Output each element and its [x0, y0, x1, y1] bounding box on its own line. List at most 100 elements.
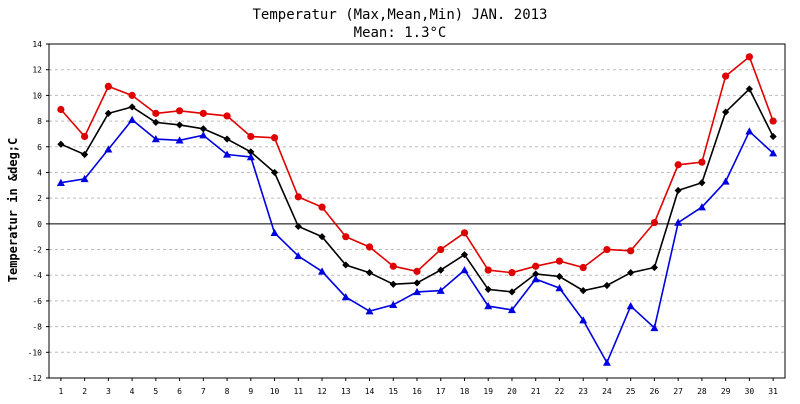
data-point: [602, 358, 611, 366]
data-point: [460, 229, 469, 237]
data-point: [674, 161, 682, 169]
data-point: [342, 233, 350, 241]
x-tick-label: 28: [697, 387, 707, 396]
data-point: [555, 272, 564, 281]
y-tick-label: -4: [32, 271, 42, 280]
y-tick-label: 12: [32, 66, 42, 75]
data-point: [270, 134, 279, 142]
y-tick-label: 4: [37, 168, 42, 177]
data-point: [437, 266, 445, 274]
x-tick-label: 10: [270, 387, 280, 396]
y-tick-label: 14: [32, 40, 42, 49]
data-point: [128, 91, 136, 99]
data-point: [175, 136, 184, 144]
data-point: [484, 302, 493, 310]
data-point: [508, 288, 516, 296]
x-tick-label: 19: [483, 387, 493, 396]
data-point: [507, 305, 516, 314]
data-point: [627, 247, 635, 255]
x-tick-label: 25: [626, 387, 636, 396]
data-point: [56, 178, 65, 186]
x-tick-label: 24: [602, 387, 612, 396]
data-point: [532, 270, 540, 278]
data-point: [603, 281, 611, 290]
data-point: [531, 275, 540, 283]
data-point: [650, 218, 659, 227]
x-tick-label: 16: [412, 387, 422, 396]
y-tick-label: -8: [32, 323, 42, 332]
data-point: [674, 218, 683, 226]
data-point: [508, 269, 516, 277]
y-tick-label: 0: [37, 220, 42, 229]
data-point: [674, 186, 682, 195]
x-tick-label: 2: [82, 387, 87, 396]
x-tick-label: 4: [130, 387, 135, 396]
data-point: [81, 132, 89, 141]
y-tick-label: 10: [32, 91, 42, 100]
y-tick-label: -6: [32, 297, 42, 306]
data-point: [223, 150, 232, 158]
data-point: [436, 286, 445, 294]
x-tick-label: 31: [768, 387, 778, 396]
data-point: [413, 279, 421, 287]
data-point: [294, 222, 302, 231]
y-tick-label: -12: [28, 374, 43, 383]
x-tick-label: 22: [555, 387, 565, 396]
data-point: [555, 284, 564, 292]
data-point: [769, 117, 777, 125]
x-tick-label: 23: [578, 387, 588, 396]
data-point: [318, 203, 326, 211]
data-point: [555, 257, 564, 265]
data-point: [270, 228, 279, 237]
data-point: [199, 109, 207, 117]
data-point: [722, 72, 730, 80]
data-point: [342, 261, 350, 269]
x-tick-label: 18: [460, 387, 470, 396]
data-point: [627, 269, 635, 277]
x-tick-label: 29: [721, 387, 731, 396]
x-tick-label: 11: [293, 387, 303, 396]
y-tick-label: 6: [37, 143, 42, 152]
x-tick-label: 5: [153, 387, 158, 396]
data-point: [745, 85, 753, 93]
series-line-1: [60, 55, 774, 274]
y-tick-label: -2: [32, 246, 42, 255]
x-tick-label: 7: [201, 387, 206, 396]
data-point: [57, 140, 65, 148]
chart-subtitle: Mean: 1.3°C: [354, 25, 447, 41]
data-point: [745, 127, 754, 135]
data-point: [413, 267, 421, 275]
data-point: [152, 109, 160, 117]
data-point: [151, 135, 160, 143]
data-point: [175, 107, 184, 115]
data-point: [294, 193, 302, 201]
data-point: [246, 153, 255, 161]
data-point: [484, 285, 492, 293]
data-point: [579, 263, 587, 272]
data-point: [650, 323, 659, 332]
data-point: [152, 118, 160, 126]
data-point: [698, 179, 706, 187]
x-tick-label: 17: [436, 387, 446, 396]
data-point: [128, 103, 136, 111]
y-tick-label: 2: [37, 194, 42, 203]
data-point: [128, 115, 137, 123]
plot-frame: [48, 43, 786, 379]
data-point: [389, 280, 397, 288]
data-point: [104, 109, 112, 117]
data-point: [721, 177, 730, 185]
x-tick-label: 15: [388, 387, 398, 396]
data-point: [57, 105, 65, 114]
data-point: [437, 245, 445, 254]
data-point: [460, 266, 469, 274]
x-tick-label: 30: [745, 387, 755, 396]
series-line-2: [60, 87, 774, 293]
x-tick-label: 13: [341, 387, 351, 396]
y-axis-label: Temperatur in &deg;C: [6, 138, 20, 283]
y-tick-label: -10: [28, 348, 43, 357]
data-point: [722, 108, 730, 116]
x-tick-label: 26: [650, 387, 660, 396]
data-point: [365, 243, 374, 251]
